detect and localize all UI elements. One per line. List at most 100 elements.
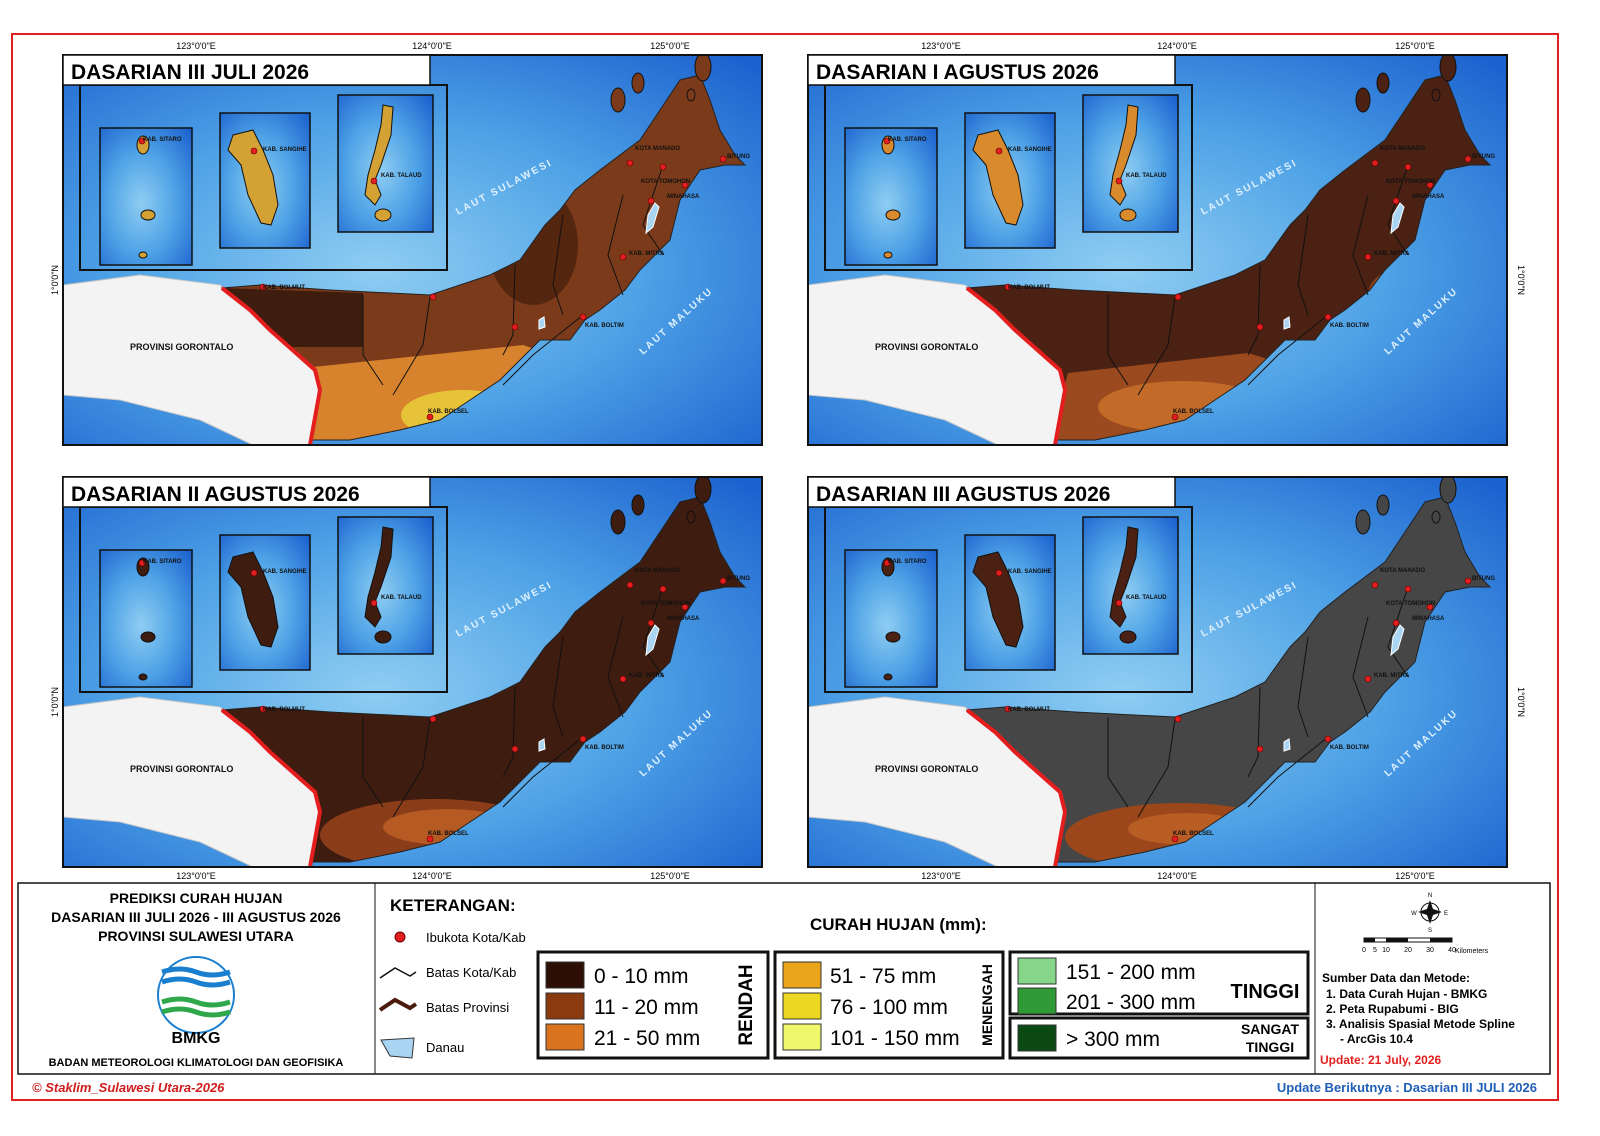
small-island [694, 55, 712, 82]
scale-tick-label: 10 [1382, 947, 1390, 954]
capital-dot [995, 569, 1003, 577]
scale-unit: Kilometers [1455, 948, 1489, 955]
place-label: KAB. BOLTIM [1330, 323, 1369, 329]
legend-class-label: 0 - 10 mm [594, 965, 689, 988]
capital-dot [1115, 599, 1123, 607]
place-label: KOTA TOMOHON [641, 179, 690, 185]
place-label: KAB. SITARO [888, 559, 927, 565]
small-island [694, 477, 712, 504]
inset-island [1119, 630, 1137, 644]
place-label: KAB. MITRA [629, 673, 665, 679]
inset-island [885, 209, 901, 221]
place-label: KOTA TOMOHON [1386, 601, 1435, 607]
capital-dot [719, 577, 727, 585]
scale-bar-seg [1430, 938, 1452, 942]
capital-dot [883, 559, 891, 567]
legend-swatch [782, 1023, 822, 1051]
legend-symbol-label: Batas Provinsi [426, 1000, 509, 1015]
agency-name: BADAN METEOROLOGI KLIMATOLOGI DAN GEOFIS… [49, 1057, 344, 1069]
district-boundary [1247, 736, 1329, 808]
capital-dot [1324, 735, 1332, 743]
place-label: KAB. TALAUD [1126, 595, 1167, 601]
inset-island [138, 673, 148, 681]
capital-dot [1371, 581, 1379, 589]
capital-dot [1392, 619, 1400, 627]
lake [1283, 738, 1291, 752]
capital-dot [250, 569, 258, 577]
capital-dot [619, 675, 627, 683]
district-boundary [1387, 586, 1409, 678]
capital-dot [1392, 197, 1400, 205]
lon-label: 124°0'0"E [1157, 41, 1197, 51]
place-label: PROVINSI GORONTALO [130, 764, 233, 774]
legend-class-label: 11 - 20 mm [594, 996, 699, 1019]
place-label: KOTA TOMOHON [641, 601, 690, 607]
capital-dot [370, 599, 378, 607]
inset-island [140, 209, 156, 221]
legend-dot [394, 931, 406, 943]
capital-dot [1004, 283, 1012, 291]
place-label: KAB. BOLTIM [1330, 745, 1369, 751]
inset-island [138, 251, 148, 259]
small-island [610, 509, 626, 535]
place-label: KAB. TALAUD [381, 595, 422, 601]
legend-symbol-label: Danau [426, 1040, 464, 1055]
legend-class-label: 21 - 50 mm [594, 1027, 700, 1050]
district-boundary [1352, 194, 1369, 296]
lon-label: 124°0'0"E [412, 871, 452, 881]
capital-dot [1004, 705, 1012, 713]
capital-dot [138, 137, 146, 145]
place-label: BITUNG [727, 576, 750, 582]
small-island [631, 494, 645, 516]
district-boundary [552, 214, 564, 316]
inset-island [883, 673, 893, 681]
inset-island [885, 631, 901, 643]
lake [1283, 316, 1291, 330]
place-label: KAB. MITRA [1374, 251, 1410, 257]
outer-border [11, 33, 1559, 1101]
logo-wave [161, 966, 231, 978]
capital-dot [1174, 715, 1182, 723]
lon-label: 124°0'0"E [412, 41, 452, 51]
legend-group-box [536, 950, 770, 1060]
legend-class-label: 51 - 75 mm [830, 965, 936, 988]
district-boundary [1137, 296, 1176, 396]
legend-class-label: 76 - 100 mm [830, 996, 948, 1019]
compass-label: N [1428, 893, 1432, 899]
capital-dot [1364, 253, 1372, 261]
capital-dot [1171, 835, 1179, 843]
place-label: KAB. BOLMUT [263, 707, 305, 713]
district-boundary [362, 295, 384, 386]
capital-dot [426, 413, 434, 421]
info-title: PREDIKSI CURAH HUJAN [110, 890, 283, 906]
compass-star [1418, 900, 1442, 924]
district-boundary [1297, 214, 1309, 316]
capital-dot [647, 197, 655, 205]
place-label: KAB. MITRA [1374, 673, 1410, 679]
legend-group-name: SANGAT [1241, 1021, 1300, 1037]
source-item: - ArcGis 10.4 [1340, 1032, 1413, 1046]
capital-dot [429, 293, 437, 301]
place-label: BITUNG [1472, 154, 1495, 160]
province-boundary [220, 286, 323, 445]
district-boundary [642, 164, 664, 256]
lat-label: 1°0'0"N [50, 687, 60, 717]
logo-wave [161, 976, 231, 988]
lon-label: 123°0'0"E [176, 871, 216, 881]
place-label: PROVINSI GORONTALO [875, 764, 978, 774]
copyright: © Staklim_Sulawesi Utara-2026 [32, 1080, 225, 1095]
map-title: DASARIAN III AGUSTUS 2026 [816, 483, 1110, 506]
lon-label: 125°0'0"E [1395, 41, 1435, 51]
legend-swatch [782, 961, 822, 989]
legend-swatch [782, 992, 822, 1020]
district-boundary [502, 314, 584, 386]
small-island [1439, 55, 1457, 82]
place-label: KAB. SITARO [888, 137, 927, 143]
capital-dot [1324, 313, 1332, 321]
lon-label: 124°0'0"E [1157, 871, 1197, 881]
district-boundary [1247, 686, 1261, 778]
legend-swatch [545, 961, 585, 989]
capital-dot [1426, 603, 1434, 611]
place-label: MINAHASA [667, 616, 700, 622]
